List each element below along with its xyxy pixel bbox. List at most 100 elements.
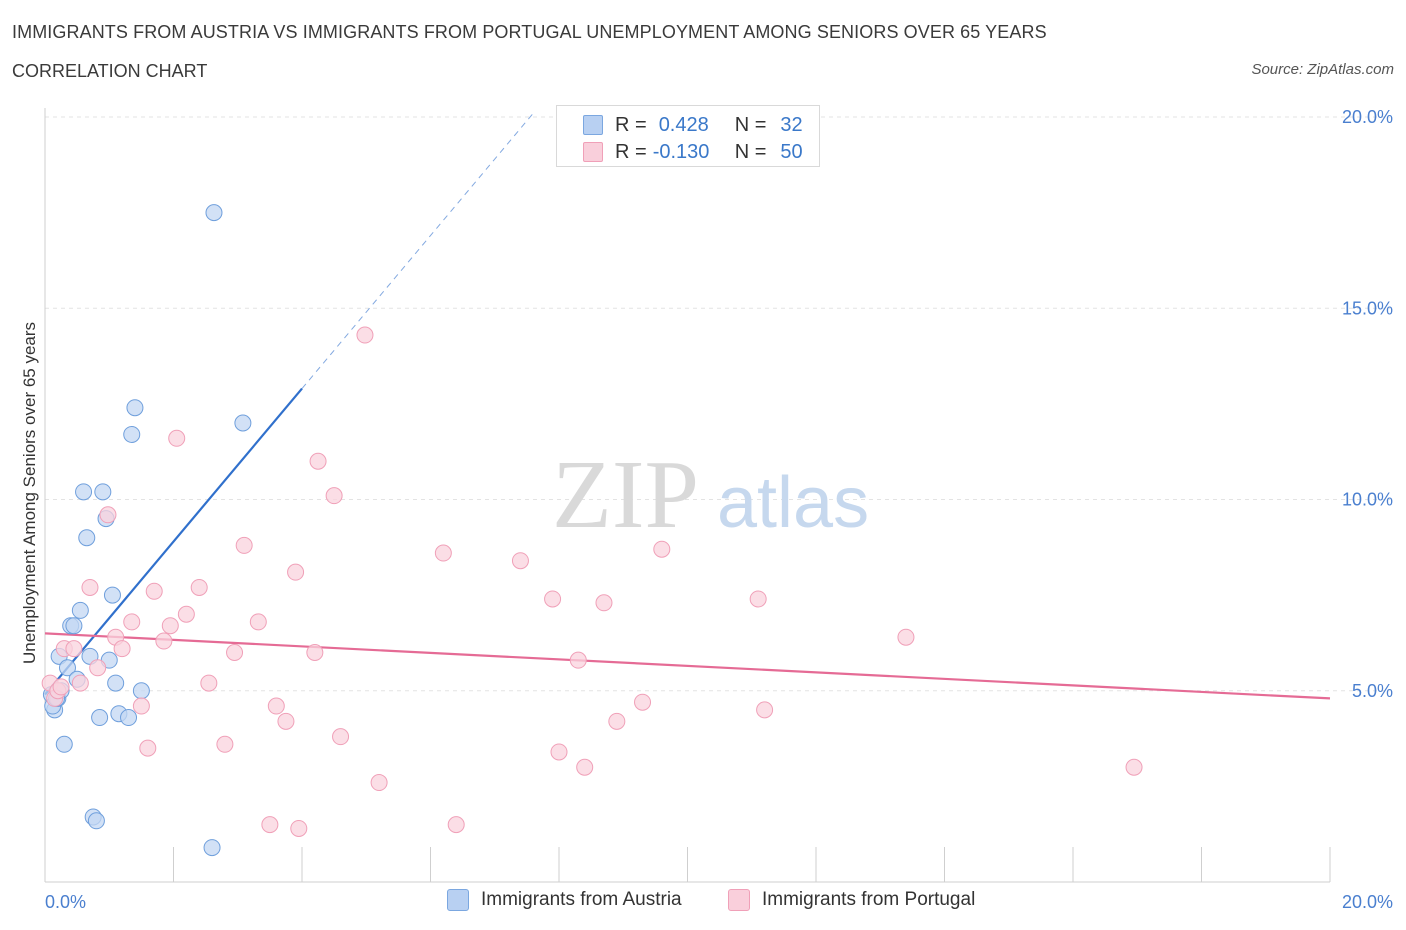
portugal-point [113, 640, 131, 658]
portugal-point [226, 644, 244, 661]
portugal-point [235, 536, 253, 554]
n-label: N = [734, 113, 767, 136]
portugal-point [145, 582, 163, 600]
portugal-point [325, 487, 343, 505]
austria-point [132, 682, 150, 700]
austria-point [203, 839, 221, 857]
portugal-legend-swatch [728, 889, 750, 911]
austria-point [75, 483, 93, 501]
r-label: R = [615, 113, 647, 136]
n-value: 50 [780, 140, 803, 163]
portugal-point [634, 693, 652, 711]
legend-label-austria: Immigrants from Austria [481, 889, 682, 910]
portugal-point [332, 728, 350, 746]
portugal-point [290, 819, 308, 837]
portugal-point [306, 644, 324, 661]
austria-point [58, 659, 76, 677]
portugal-point [139, 739, 157, 757]
watermark: ZIP atlas [552, 441, 869, 549]
portugal-point [434, 544, 452, 562]
portugal-point [52, 678, 70, 696]
n-label: N = [734, 140, 767, 163]
austria-legend-swatch [447, 889, 469, 911]
portugal-point [249, 613, 267, 631]
portugal-point [177, 605, 195, 623]
portugal-point [756, 701, 774, 719]
r-value: 0.428 [658, 113, 709, 136]
austria-point [94, 483, 112, 501]
portugal-point [595, 594, 613, 612]
chart-subtitle: CORRELATION CHART [12, 61, 208, 81]
austria-point [55, 735, 73, 753]
austria-point [205, 204, 223, 222]
portugal-point [65, 640, 83, 658]
portugal-point [99, 506, 117, 524]
portugal-point [261, 816, 279, 834]
tick-labels: 5.0% 10.0% 15.0% 20.0% 0.0% 20.0% [45, 107, 1393, 912]
austria-trendline [44, 387, 303, 696]
portugal-point [168, 429, 186, 447]
correlation-legend: R = 0.428 N = 32 R = -0.130 N = 50 [556, 105, 820, 167]
portugal-point [608, 712, 626, 730]
portugal-point [309, 452, 327, 470]
austria-point [234, 414, 252, 432]
data-points [41, 204, 1143, 857]
austria-point [107, 674, 125, 692]
portugal-point [277, 712, 295, 730]
legend-label-portugal: Immigrants from Portugal [762, 889, 976, 910]
y-tick-label: 10.0% [1342, 490, 1393, 510]
austria-point [78, 529, 96, 547]
portugal-point [161, 617, 179, 635]
n-value: 32 [780, 113, 803, 136]
portugal-swatch [583, 142, 603, 162]
portugal-point [267, 697, 285, 715]
r-value: -0.130 [652, 140, 710, 163]
trendlines [44, 112, 1331, 700]
austria-point [87, 812, 105, 830]
portugal-point [447, 816, 465, 834]
legend-item-portugal[interactable]: Immigrants from Portugal [728, 889, 975, 911]
r-label: R = [615, 140, 647, 163]
portugal-point [550, 743, 568, 761]
portugal-point [200, 674, 218, 692]
series-legend: Immigrants from Austria Immigrants from … [0, 889, 1406, 915]
y-tick-label: 15.0% [1342, 298, 1393, 318]
portugal-point [511, 552, 529, 570]
legend-item-austria[interactable]: Immigrants from Austria [447, 889, 682, 911]
portugal-point [749, 590, 767, 608]
austria-point [91, 709, 109, 727]
austria-point [71, 601, 89, 619]
austria-swatch [583, 115, 603, 135]
portugal-point [370, 774, 388, 792]
portugal-point [576, 758, 594, 776]
portugal-point [653, 540, 671, 558]
axes [44, 108, 1331, 883]
portugal-trendline [44, 632, 1331, 700]
portugal-point [216, 735, 234, 753]
portugal-point [190, 578, 208, 596]
y-tick-label: 20.0% [1342, 107, 1393, 127]
austria-point [65, 617, 83, 635]
x-tick-label: 0.0% [45, 892, 86, 912]
source-credit: Source: ZipAtlas.com [1251, 61, 1394, 78]
chart-title: IMMIGRANTS FROM AUSTRIA VS IMMIGRANTS FR… [12, 22, 1047, 42]
portugal-point [123, 613, 141, 631]
y-tick-label: 5.0% [1352, 681, 1393, 701]
portugal-point [89, 659, 107, 677]
legend-row-portugal: R = -0.130 N = 50 [583, 140, 803, 164]
portugal-point [544, 590, 562, 608]
austria-point [120, 709, 138, 727]
austria-point [126, 399, 144, 417]
portugal-point [569, 651, 587, 669]
portugal-point [1125, 758, 1143, 776]
austria-point [123, 425, 141, 443]
x-tick-label: 20.0% [1342, 892, 1393, 912]
legend-row-austria: R = 0.428 N = 32 [583, 113, 803, 137]
portugal-point [132, 697, 150, 715]
portugal-point [155, 632, 173, 650]
watermark-atlas: atlas [717, 463, 869, 543]
portugal-point [897, 628, 915, 646]
portugal-point [71, 674, 89, 692]
portugal-point [81, 578, 99, 596]
